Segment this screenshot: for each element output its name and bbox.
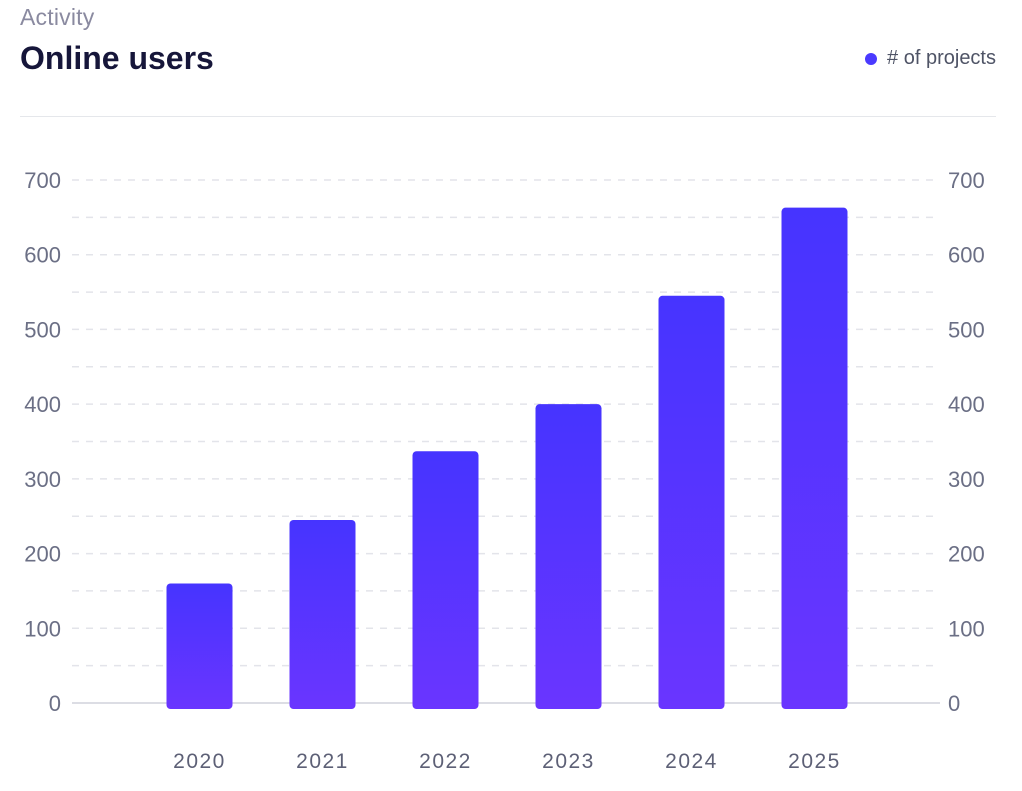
y-tick-label-left: 200 <box>24 542 61 567</box>
y-tick-label-right: 100 <box>948 616 985 641</box>
y-tick-label-right: 600 <box>948 243 985 268</box>
x-tick-label: 2025 <box>788 750 841 773</box>
x-tick-label: 2020 <box>173 750 226 773</box>
y-tick-label-right: 300 <box>948 467 985 492</box>
bar-2024[interactable] <box>658 295 725 709</box>
legend-marker <box>865 52 878 65</box>
x-tick-label: 2024 <box>665 750 718 773</box>
bar-2021[interactable] <box>289 519 356 709</box>
x-tick-label: 2023 <box>542 750 595 773</box>
bar-2023[interactable] <box>535 404 602 709</box>
y-tick-label-left: 300 <box>24 467 61 492</box>
legend-label: # of projects <box>887 47 996 69</box>
x-axis: 2020 2021 2022 2023 2024 2025 <box>173 750 841 773</box>
bar-2025[interactable] <box>781 207 848 709</box>
x-tick-label: 2021 <box>296 750 349 773</box>
chart-header: Activity Online users # of projects <box>20 0 996 117</box>
y-tick-label-right: 200 <box>948 542 985 567</box>
x-tick-label: 2022 <box>419 750 472 773</box>
y-tick-label-left: 0 <box>49 691 61 716</box>
y-tick-label-right: 0 <box>948 691 960 716</box>
y-axis-left: 0 100 200 300 400 500 600 700 <box>24 168 61 716</box>
y-tick-label-left: 600 <box>24 243 61 268</box>
bar-2022[interactable] <box>412 451 479 709</box>
y-tick-label-right: 500 <box>948 317 985 342</box>
y-axis-right: 0 100 200 300 400 500 600 700 <box>948 168 985 716</box>
y-tick-label-left: 700 <box>24 168 61 193</box>
y-tick-label-left: 100 <box>24 616 61 641</box>
chart-legend[interactable]: # of projects <box>865 47 996 70</box>
y-tick-label-left: 400 <box>24 392 61 417</box>
section-eyebrow: Activity <box>20 4 95 30</box>
y-tick-label-right: 400 <box>948 392 985 417</box>
y-tick-label-right: 700 <box>948 168 985 193</box>
bar-2020[interactable] <box>166 583 233 709</box>
bars <box>166 207 848 709</box>
y-tick-label-left: 500 <box>24 317 61 342</box>
chart-title: Online users <box>20 40 214 76</box>
